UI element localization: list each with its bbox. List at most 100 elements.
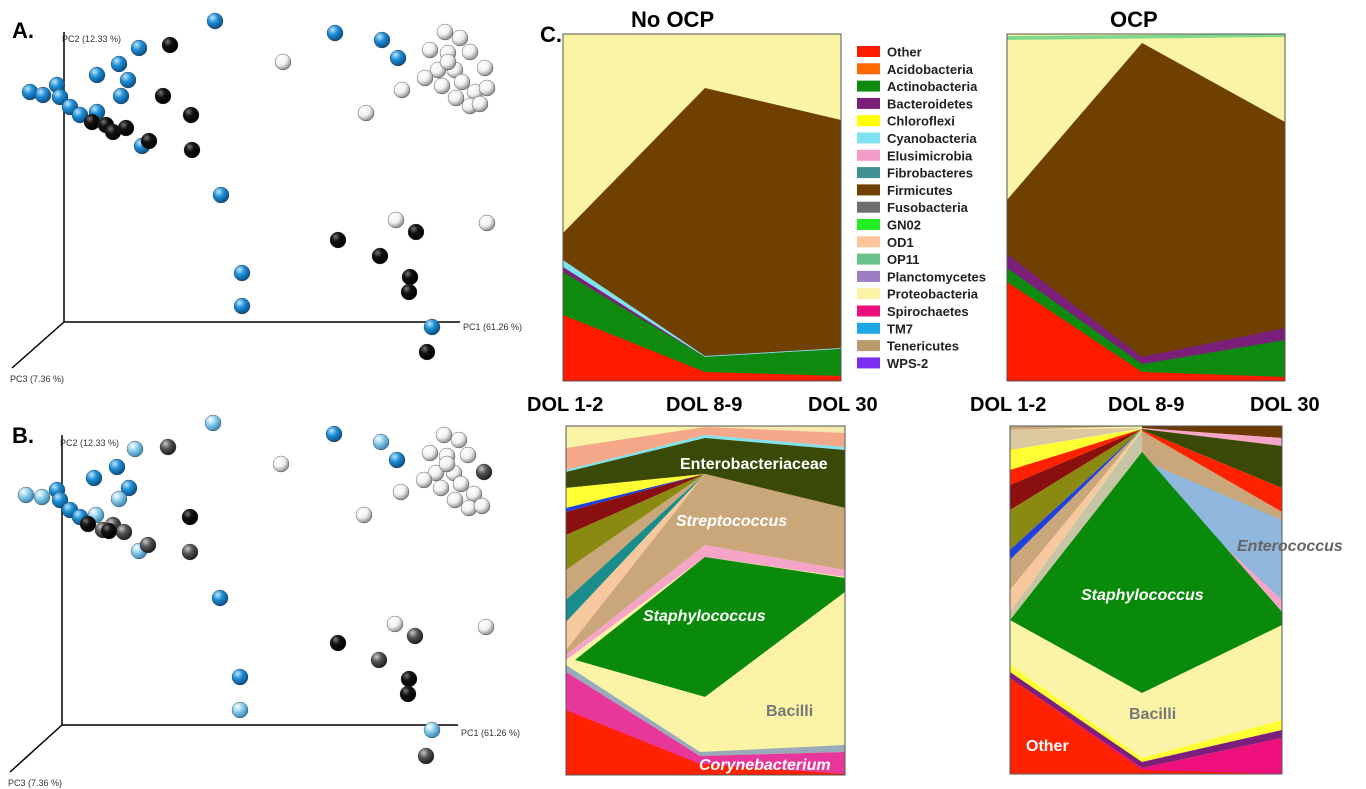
genus-chart-ocp: Staphylococcus Enterococcus Bacilli Othe… — [1009, 425, 1343, 775]
phylum-legend: Other Acidobacteria Actinobacteria Bacteroi… — [857, 45, 986, 371]
point-black — [83, 113, 101, 131]
staphylococcus-area — [1010, 452, 1282, 693]
minor-taxon-area — [1142, 430, 1282, 512]
legend-label: OD1 — [887, 235, 914, 250]
minor-taxon-area — [1010, 428, 1142, 450]
legend-swatch — [857, 288, 880, 300]
point-white — [415, 471, 433, 489]
legend-label: GN02 — [887, 218, 921, 233]
legend-swatch — [857, 115, 880, 127]
point-black — [399, 685, 417, 703]
minor-taxon-area — [1010, 430, 1142, 620]
point-gray — [139, 536, 157, 554]
point-white — [439, 53, 457, 71]
point-blue — [423, 318, 441, 336]
phylum-chart-ocp — [1006, 33, 1286, 382]
phylum-chart-no-ocp — [562, 33, 842, 382]
point-white — [471, 95, 489, 113]
legend-swatch — [857, 322, 880, 334]
legend-swatch — [857, 46, 880, 57]
legend-swatch — [857, 97, 880, 109]
legend-label: Other — [887, 45, 922, 60]
point-white — [447, 89, 465, 107]
point-blue — [231, 668, 249, 686]
point-blue — [130, 39, 148, 57]
panel-b: B. PC2 (12.33 %) PC1 (61.26 %) PC3 (7.36… — [8, 414, 520, 788]
legend-swatch — [857, 340, 880, 352]
legend-swatch — [857, 132, 880, 144]
point-gray — [181, 543, 199, 561]
point-white — [435, 426, 453, 444]
point-black — [400, 283, 418, 301]
legend-label: Fusobacteria — [887, 200, 969, 215]
point-blue — [206, 12, 224, 30]
chart-frame — [562, 33, 842, 382]
point-white — [386, 615, 404, 633]
legend-label: Elusimicrobia — [887, 148, 973, 163]
point-blue — [119, 71, 137, 89]
point-blue — [85, 469, 103, 487]
point-white — [355, 506, 373, 524]
legend-label: Chloroflexi — [887, 114, 955, 129]
point-gray — [159, 438, 177, 456]
minor-taxon-area — [1142, 429, 1282, 488]
legend-label: Fibrobacteres — [887, 166, 973, 181]
point-gray — [417, 747, 435, 765]
firmicutes-area — [1007, 43, 1285, 381]
pc3-label: PC3 (7.36 %) — [10, 374, 64, 384]
point-blue — [120, 479, 138, 497]
chart-frame — [565, 425, 846, 776]
point-white — [438, 455, 456, 473]
other-area — [1010, 678, 1282, 774]
streptococcus-area — [566, 474, 845, 655]
legend-label: Acidobacteria — [887, 62, 974, 77]
label-bacilli: Bacilli — [1129, 706, 1176, 723]
legend-swatch — [857, 184, 880, 196]
title-ocp: OCP — [1110, 7, 1158, 32]
label-enterobacteriaceae: Enterobacteriaceae — [680, 456, 828, 473]
point-black — [154, 87, 172, 105]
point-white — [459, 446, 477, 464]
legend-label: Planctomycetes — [887, 269, 986, 284]
enterobacteriaceae-area — [566, 438, 845, 508]
point-blue — [373, 31, 391, 49]
point-black — [371, 247, 389, 265]
point-white — [393, 81, 411, 99]
pc3-axis — [11, 321, 65, 369]
dol-label-1: DOL 1-2 — [970, 394, 1046, 416]
point-black — [100, 522, 118, 540]
point-blue — [112, 87, 130, 105]
label-enterococcus: Enterococcus — [1237, 538, 1343, 555]
pc1-label: PC1 (61.26 %) — [463, 322, 522, 332]
point-white — [478, 214, 496, 232]
legend-swatch — [857, 270, 880, 282]
label-staphylococcus: Staphylococcus — [643, 608, 766, 625]
pc2-label: PC2 (12.33 %) — [60, 438, 119, 448]
point-lightblue — [423, 721, 441, 739]
legend-swatch — [857, 80, 880, 92]
point-lightblue — [110, 490, 128, 508]
point-white — [274, 53, 292, 71]
staphylococcus-area — [575, 557, 845, 697]
point-white — [433, 77, 451, 95]
panel-b-label: B. — [12, 423, 34, 448]
point-white — [452, 475, 470, 493]
legend-label: Proteobacteria — [887, 287, 979, 302]
point-blue — [233, 264, 251, 282]
legend-label: Bacteroidetes — [887, 96, 973, 111]
point-black — [140, 132, 158, 150]
point-white — [272, 455, 290, 473]
point-blue — [325, 425, 343, 443]
pc3-axis — [9, 724, 63, 773]
other-area — [566, 710, 845, 775]
pc1-label: PC1 (61.26 %) — [461, 728, 520, 738]
point-blue — [108, 458, 126, 476]
legend-label: Spirochaetes — [887, 304, 969, 319]
point-black — [79, 515, 97, 533]
point-black — [400, 670, 418, 688]
pc2-label: PC2 (12.33 %) — [62, 34, 121, 44]
point-lightblue — [17, 486, 35, 504]
point-blue — [233, 297, 251, 315]
dol-label-2: DOL 8-9 — [666, 394, 742, 416]
